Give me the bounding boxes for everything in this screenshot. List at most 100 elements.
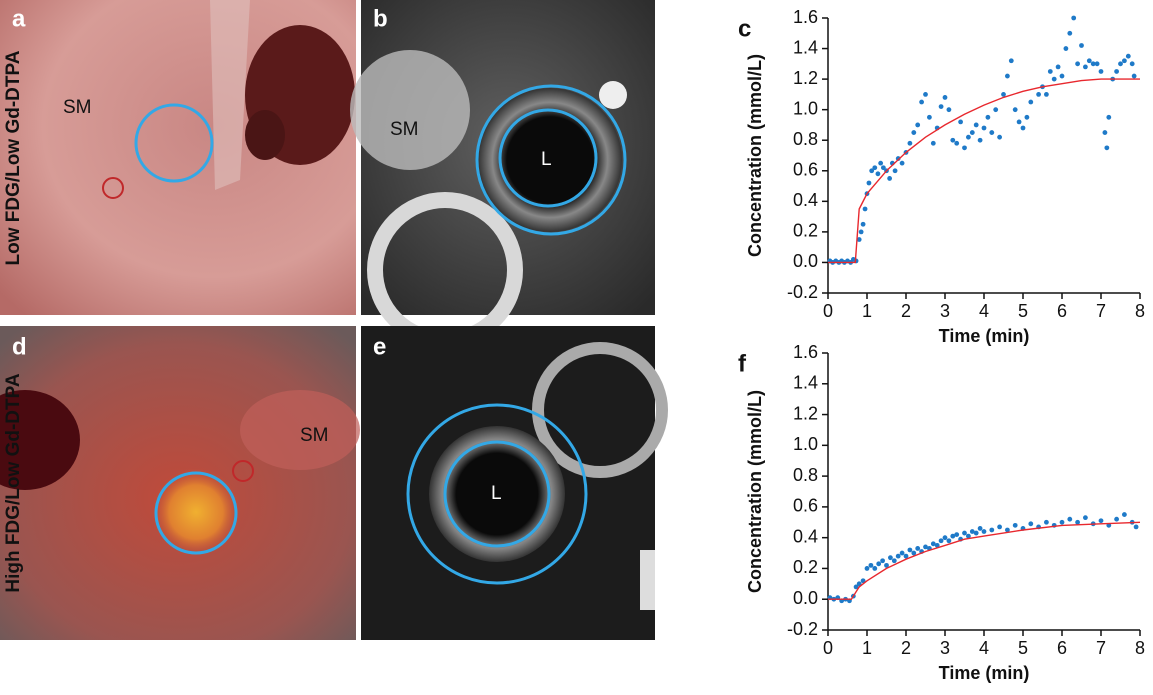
y-tick-label: 0.4 xyxy=(793,190,818,210)
data-point xyxy=(946,538,952,544)
data-point xyxy=(860,221,866,227)
data-point xyxy=(1114,69,1119,74)
panel-letter: d xyxy=(12,333,27,360)
data-point xyxy=(1094,61,1100,67)
data-point xyxy=(862,206,868,212)
row-label: High FDG/Low Gd-DTPA xyxy=(3,373,24,592)
data-point xyxy=(938,104,944,110)
image-feature xyxy=(0,390,80,490)
x-tick-label: 2 xyxy=(901,638,911,658)
data-point xyxy=(1104,145,1110,151)
roi-circle xyxy=(102,177,124,199)
data-point xyxy=(923,91,928,97)
y-tick-label: 0.6 xyxy=(793,160,818,180)
data-point xyxy=(895,553,901,559)
data-point xyxy=(981,125,987,131)
x-tick-label: 7 xyxy=(1096,301,1106,321)
x-tick-label: 4 xyxy=(979,638,989,658)
data-point xyxy=(954,532,960,537)
image-label: L xyxy=(491,483,502,504)
image-feature xyxy=(350,50,470,170)
data-point xyxy=(958,119,963,125)
image-feature xyxy=(210,0,250,190)
image-feature xyxy=(640,550,655,610)
data-point xyxy=(942,535,948,541)
data-point xyxy=(1047,69,1053,74)
data-point xyxy=(989,527,995,533)
data-point xyxy=(864,566,870,571)
data-point xyxy=(938,538,944,544)
panel-letter: e xyxy=(373,333,386,360)
data-point xyxy=(1012,522,1018,528)
data-point xyxy=(884,562,889,568)
image-label: SM xyxy=(390,119,419,140)
y-tick-label: 0.4 xyxy=(793,526,818,546)
data-point xyxy=(946,107,952,113)
data-point xyxy=(973,122,979,128)
data-point xyxy=(1083,64,1088,70)
data-point xyxy=(1098,69,1104,74)
data-point xyxy=(876,561,882,567)
data-point xyxy=(895,156,901,161)
data-point xyxy=(1086,58,1092,64)
data-point xyxy=(1044,91,1049,97)
roi-circle xyxy=(498,108,598,208)
data-point xyxy=(858,229,864,235)
data-point xyxy=(856,581,862,587)
data-point xyxy=(872,165,878,171)
data-point xyxy=(1044,519,1049,525)
image-feature xyxy=(151,467,241,557)
x-tick-label: 5 xyxy=(1018,301,1028,321)
image-panel: e L xyxy=(361,326,668,640)
roi-circle xyxy=(154,471,238,555)
data-point xyxy=(1106,114,1112,120)
data-point xyxy=(1102,130,1108,135)
y-axis-title: Concentration (mmol/L) xyxy=(745,54,765,257)
data-point xyxy=(892,168,898,174)
data-point xyxy=(1012,107,1018,113)
row-label: Low FDG/Low Gd-DTPA xyxy=(3,50,24,265)
image-feature xyxy=(240,390,360,470)
data-point xyxy=(993,107,999,113)
data-point xyxy=(1131,73,1137,79)
data-point xyxy=(891,558,897,564)
x-tick-label: 3 xyxy=(940,638,950,658)
data-point xyxy=(1079,43,1084,48)
x-tick-label: 7 xyxy=(1096,638,1106,658)
data-point xyxy=(1028,521,1034,527)
x-tick-label: 1 xyxy=(862,638,872,658)
data-point xyxy=(973,530,979,536)
image-panel: b SM L xyxy=(350,0,655,348)
data-point xyxy=(1090,61,1096,67)
x-tick-label: 3 xyxy=(940,301,950,321)
data-point xyxy=(1020,125,1026,131)
image-label: L xyxy=(541,149,552,170)
image-feature xyxy=(429,426,565,562)
data-point xyxy=(1016,119,1022,125)
data-point xyxy=(856,237,862,242)
data-point xyxy=(899,550,905,556)
data-point xyxy=(950,533,956,539)
data-point xyxy=(907,140,913,146)
data-point xyxy=(966,134,971,140)
data-point xyxy=(1024,114,1030,120)
roi-circle xyxy=(232,460,254,482)
panel-letter: c xyxy=(738,15,751,42)
x-tick-label: 8 xyxy=(1135,638,1145,658)
y-tick-label: 1.4 xyxy=(793,37,818,57)
y-tick-label: 1.0 xyxy=(793,434,818,454)
data-point xyxy=(919,99,924,105)
data-point xyxy=(997,134,1002,140)
data-point xyxy=(969,130,975,135)
data-point xyxy=(966,533,971,539)
data-point xyxy=(1028,99,1034,105)
x-axis-title: Time (min) xyxy=(939,663,1030,683)
data-point xyxy=(1059,73,1065,79)
y-tick-label: 1.2 xyxy=(793,403,818,423)
data-point xyxy=(1118,61,1123,67)
data-point xyxy=(875,171,881,177)
data-point xyxy=(872,566,878,571)
y-tick-label: 1.0 xyxy=(793,98,818,118)
panel-letter: f xyxy=(738,350,747,377)
panel-letter: b xyxy=(373,5,388,32)
